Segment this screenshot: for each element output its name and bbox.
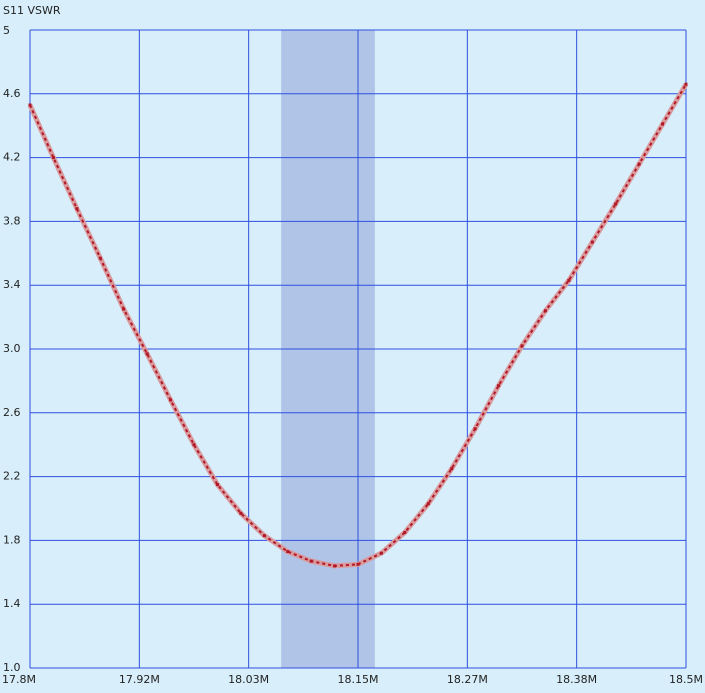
x-tick-label: 18.38M (556, 673, 597, 686)
data-point (520, 344, 524, 348)
data-point (169, 398, 173, 402)
x-tick-label: 18.03M (228, 673, 269, 686)
x-tick-label: 17.92M (119, 673, 160, 686)
data-point (450, 467, 454, 471)
data-point (333, 564, 337, 568)
y-tick-label: 4.6 (3, 87, 21, 100)
data-point (379, 551, 383, 555)
y-tick-label: 2.2 (3, 470, 21, 483)
chart-title: S11 VSWR (3, 4, 61, 17)
y-tick-label: 1.4 (3, 597, 21, 610)
y-tick-label: 2.6 (3, 406, 21, 419)
y-tick-label: 1.0 (3, 661, 21, 674)
data-point (684, 82, 688, 86)
data-point (286, 550, 290, 554)
data-point (51, 156, 55, 160)
data-point (356, 562, 360, 566)
data-point (192, 443, 196, 447)
data-point (98, 256, 102, 260)
x-tick-label: 18.27M (447, 673, 488, 686)
data-point (75, 207, 79, 211)
y-tick-label: 3.4 (3, 278, 21, 291)
data-point (637, 162, 641, 166)
data-point (239, 511, 243, 515)
data-point (473, 427, 477, 431)
data-point (426, 502, 430, 506)
data-point (497, 384, 501, 388)
data-point (403, 530, 407, 534)
y-tick-label: 4.2 (3, 151, 21, 164)
y-tick-label: 1.8 (3, 533, 21, 546)
data-point (28, 103, 32, 107)
data-point (122, 307, 126, 311)
y-tick-label: 3.8 (3, 214, 21, 227)
y-tick-label: 5 (3, 24, 10, 37)
x-tick-label: 18.5M (669, 673, 703, 686)
y-tick-label: 3.0 (3, 342, 21, 355)
data-point (590, 240, 594, 244)
data-point (543, 309, 547, 313)
x-tick-label: 17.8M (2, 673, 36, 686)
data-point (145, 352, 149, 356)
data-point (309, 559, 313, 563)
data-point (567, 278, 571, 282)
data-point (215, 483, 219, 487)
data-point (614, 202, 618, 206)
x-tick-label: 18.15M (338, 673, 379, 686)
data-point (262, 534, 266, 538)
data-point (661, 122, 665, 126)
